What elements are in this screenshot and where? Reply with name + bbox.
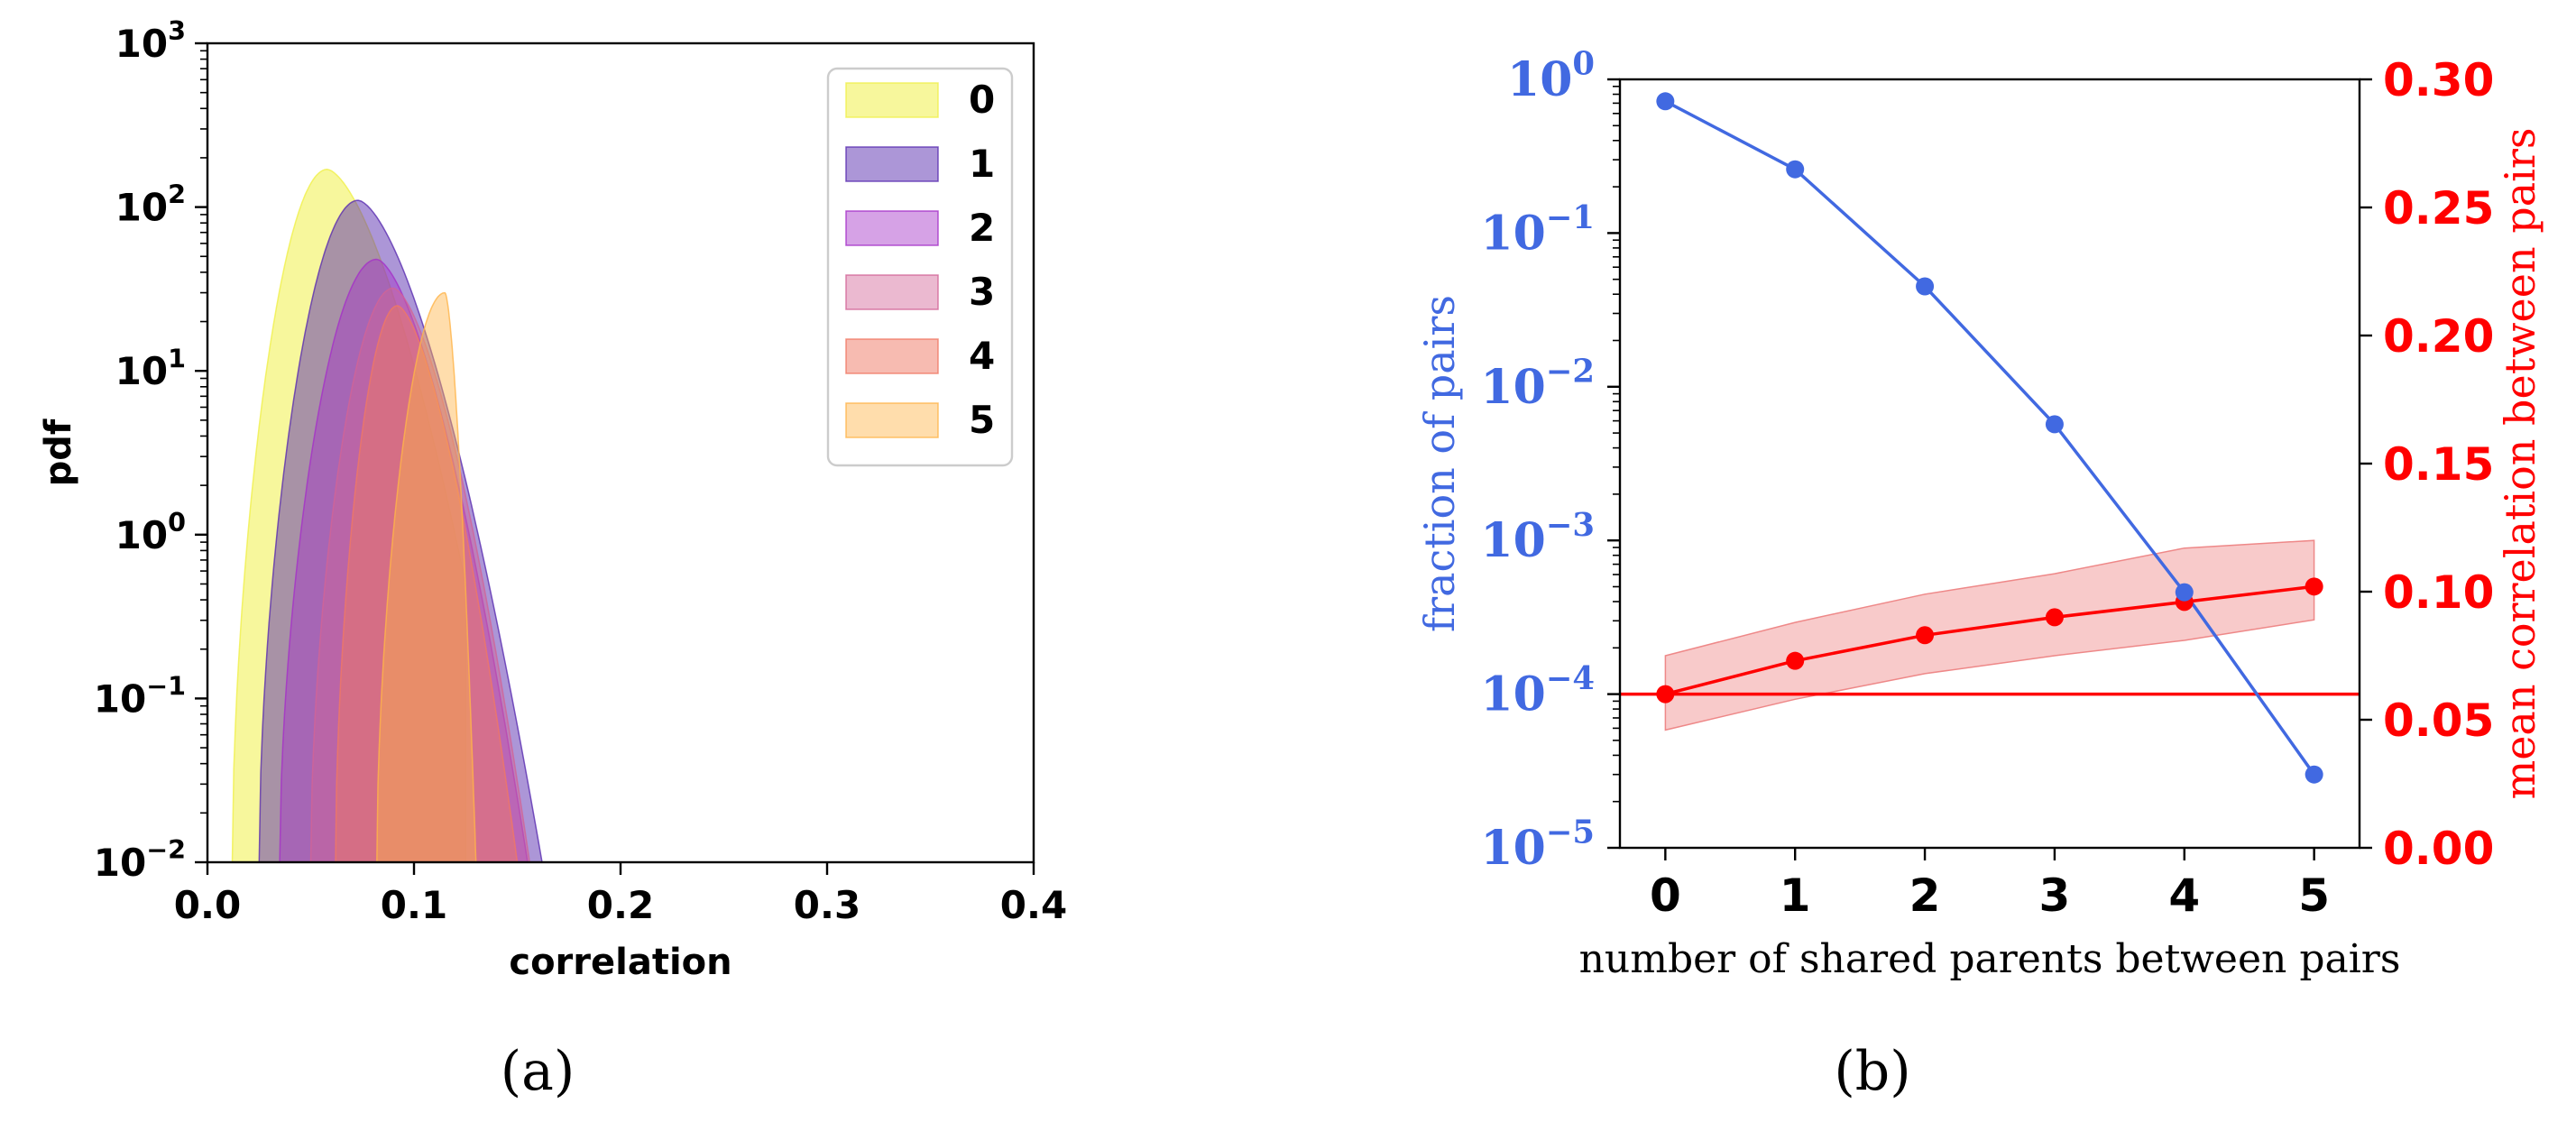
left-y-tick-label: 10−1 bbox=[1480, 199, 1595, 261]
right-y-tick-label: 0.00 bbox=[2383, 823, 2494, 875]
panel-a-x-label: correlation bbox=[509, 942, 731, 983]
x-tick-label: 0.1 bbox=[381, 883, 447, 927]
left-y-tick-label: 10−4 bbox=[1480, 660, 1595, 722]
x-tick-label: 0.3 bbox=[794, 883, 860, 927]
right-y-tick-label: 0.25 bbox=[2383, 182, 2494, 235]
panel-b-left-y-ticks: 100 10−1 10−2 10−3 10−4 10−5 bbox=[1480, 46, 1620, 876]
legend-label-4: 4 bbox=[969, 334, 995, 378]
fraction-point bbox=[2045, 415, 2064, 434]
fraction-point bbox=[1786, 160, 1805, 179]
legend-swatch-5 bbox=[845, 402, 939, 438]
legend-label-3: 3 bbox=[969, 270, 995, 314]
legend-swatch-2 bbox=[845, 210, 939, 246]
y-tick-label: 10−2 bbox=[94, 834, 186, 885]
panel-b-x-label: number of shared parents between pairs bbox=[1579, 936, 2401, 982]
left-y-tick-label: 10−5 bbox=[1480, 814, 1595, 876]
legend-swatch-0 bbox=[845, 82, 939, 118]
panel-b-right-y-ticks: 0.30 0.25 0.20 0.15 0.10 0.05 0.00 bbox=[2360, 54, 2494, 875]
panel-a-areas bbox=[231, 169, 543, 863]
x-tick-label: 0.2 bbox=[587, 883, 654, 927]
x-tick-label: 0.0 bbox=[174, 883, 241, 927]
pdf-area-5 bbox=[376, 291, 477, 863]
left-y-tick-label: 100 bbox=[1507, 46, 1595, 107]
fraction-point bbox=[1656, 92, 1675, 111]
y-tick-label: 101 bbox=[115, 343, 186, 393]
y-tick-label: 102 bbox=[115, 179, 186, 230]
panel-b-label: (b) bbox=[1834, 1040, 1910, 1103]
panel-b-series bbox=[1620, 92, 2360, 784]
x-tick-label: 3 bbox=[2039, 869, 2071, 922]
y-tick-label: 100 bbox=[115, 507, 186, 557]
x-tick-label: 2 bbox=[1909, 869, 1941, 922]
right-y-tick-label: 0.15 bbox=[2383, 438, 2494, 491]
legend-swatch-4 bbox=[845, 338, 939, 374]
legend-swatch-3 bbox=[845, 274, 939, 310]
correlation-point bbox=[1786, 651, 1805, 670]
legend-label-0: 0 bbox=[969, 78, 995, 122]
y-tick-label: 103 bbox=[115, 15, 186, 66]
right-y-tick-label: 0.10 bbox=[2383, 566, 2494, 619]
correlation-band bbox=[1664, 539, 2315, 731]
fraction-point bbox=[2175, 583, 2194, 602]
fraction-line bbox=[1664, 99, 2316, 776]
x-tick-label: 4 bbox=[2168, 869, 2200, 922]
panel-b-right-y-label: mean correlation between pairs bbox=[2496, 128, 2544, 800]
x-tick-label: 5 bbox=[2298, 869, 2330, 922]
panel-b-x-ticks: 0 1 2 3 4 5 bbox=[1650, 848, 2330, 922]
x-tick-label: 0.4 bbox=[1000, 883, 1067, 927]
legend-label-1: 1 bbox=[969, 142, 995, 186]
panel-b-frame bbox=[1618, 78, 2361, 850]
legend-label-2: 2 bbox=[969, 206, 995, 250]
fraction-point bbox=[1916, 277, 1935, 296]
correlation-point bbox=[2045, 608, 2064, 627]
right-y-tick-label: 0.30 bbox=[2383, 54, 2494, 106]
correlation-point bbox=[1656, 685, 1675, 704]
panel-b-left-y-label: fraction of pairs bbox=[1415, 295, 1464, 632]
panel-a-legend: 0 1 2 3 4 5 bbox=[826, 67, 1014, 467]
panel-a-label: (a) bbox=[501, 1040, 575, 1103]
panel-a-y-ticks: 103 102 101 100 10−1 10−2 bbox=[94, 15, 207, 885]
x-tick-label: 0 bbox=[1650, 869, 1681, 922]
panel-a-y-label: pdf bbox=[38, 418, 79, 486]
left-y-tick-label: 10−2 bbox=[1480, 353, 1595, 414]
fraction-point bbox=[2305, 765, 2323, 784]
y-tick-label: 10−1 bbox=[94, 671, 186, 722]
left-y-tick-label: 10−3 bbox=[1480, 507, 1595, 568]
legend-label-5: 5 bbox=[969, 398, 995, 442]
panel-a-x-ticks: 0.0 0.1 0.2 0.3 0.4 bbox=[174, 862, 1067, 927]
correlation-point bbox=[2305, 577, 2323, 596]
pdf-area-4 bbox=[335, 305, 519, 863]
right-y-tick-label: 0.05 bbox=[2383, 694, 2494, 747]
legend-swatch-1 bbox=[845, 146, 939, 182]
correlation-point bbox=[1916, 626, 1935, 645]
correlation-line bbox=[1664, 584, 2314, 696]
x-tick-label: 1 bbox=[1780, 869, 1811, 922]
right-y-tick-label: 0.20 bbox=[2383, 310, 2494, 363]
